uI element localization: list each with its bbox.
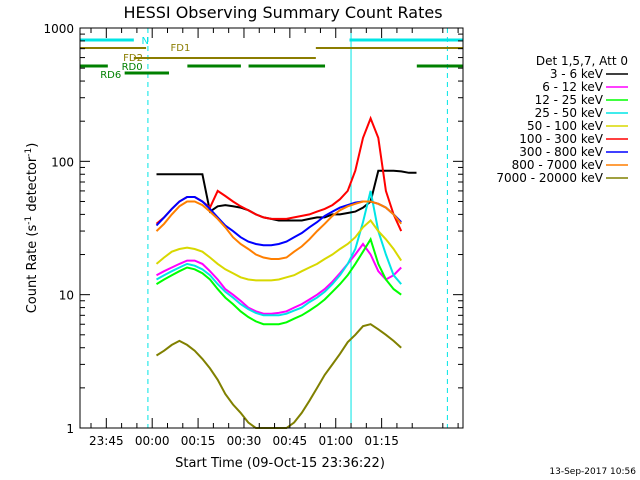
y-tick-label-1: 10 xyxy=(59,289,74,303)
y-axis-label-sup1: -1 xyxy=(24,216,34,225)
flag-label-rd6: RD6 xyxy=(100,70,121,81)
series-line-7 xyxy=(155,200,402,260)
x-tick-label-0: 23:45 xyxy=(89,434,124,448)
x-tick-label-2: 00:15 xyxy=(181,434,216,448)
series-line-2 xyxy=(155,236,402,326)
plot-frame xyxy=(79,27,464,429)
flag-label-n: N xyxy=(141,36,148,47)
series-line-4 xyxy=(155,219,403,282)
legend-label-7: 800 - 7000 keV xyxy=(512,158,604,172)
y-tick-label-3: 1000 xyxy=(43,22,74,36)
y-axis-label-sup2: -1 xyxy=(24,148,34,157)
series-line-0 xyxy=(156,169,417,222)
legend-label-5: 100 - 300 keV xyxy=(519,132,603,146)
y-axis: 1 10 100 1000 xyxy=(43,22,463,436)
y-tick-label-0: 1 xyxy=(66,422,74,436)
x-tick-label-1: 00:00 xyxy=(135,434,170,448)
x-tick-label-3: 00:30 xyxy=(227,434,262,448)
chart-title: HESSI Observing Summary Count Rates xyxy=(123,3,442,22)
series-line-1 xyxy=(156,242,402,315)
legend-label-1: 6 - 12 keV xyxy=(542,80,604,94)
legend-title: Det 1,5,7, Att 0 xyxy=(536,54,628,68)
x-axis-label: Start Time (09-Oct-15 23:36:22) xyxy=(175,456,385,471)
series-line-8 xyxy=(155,323,402,429)
series-line-3 xyxy=(156,190,402,317)
x-axis: 23:45 00:00 00:15 00:30 00:45 01:00 01:15 xyxy=(89,28,459,448)
x-tick-label-6: 01:15 xyxy=(364,434,399,448)
flag-label-fd2: FD2 xyxy=(123,53,143,64)
y-axis-label-main: Count Rate (s xyxy=(25,225,40,314)
legend-label-3: 25 - 50 keV xyxy=(535,106,604,120)
y-axis-label-mid: detector xyxy=(25,156,40,216)
legend-label-2: 12 - 25 keV xyxy=(535,93,604,107)
y-tick-label-2: 100 xyxy=(51,155,74,169)
x-tick-label-4: 00:45 xyxy=(273,434,308,448)
y-axis-label-end: ) xyxy=(25,143,40,148)
legend-label-8: 7000 - 20000 keV xyxy=(496,171,603,185)
y-axis-label: Count Rate (s-1 detector-1) xyxy=(24,143,40,314)
legend-label-4: 50 - 100 keV xyxy=(527,119,604,133)
flag-label-rd0: RD0 xyxy=(122,62,143,73)
flag-label-fd1: FD1 xyxy=(171,43,191,54)
legend-label-6: 300 - 800 keV xyxy=(519,145,603,159)
timestamp: 13-Sep-2017 10:56 xyxy=(549,467,636,477)
x-tick-label-5: 01:00 xyxy=(318,434,353,448)
legend-label-0: 3 - 6 keV xyxy=(550,67,604,81)
